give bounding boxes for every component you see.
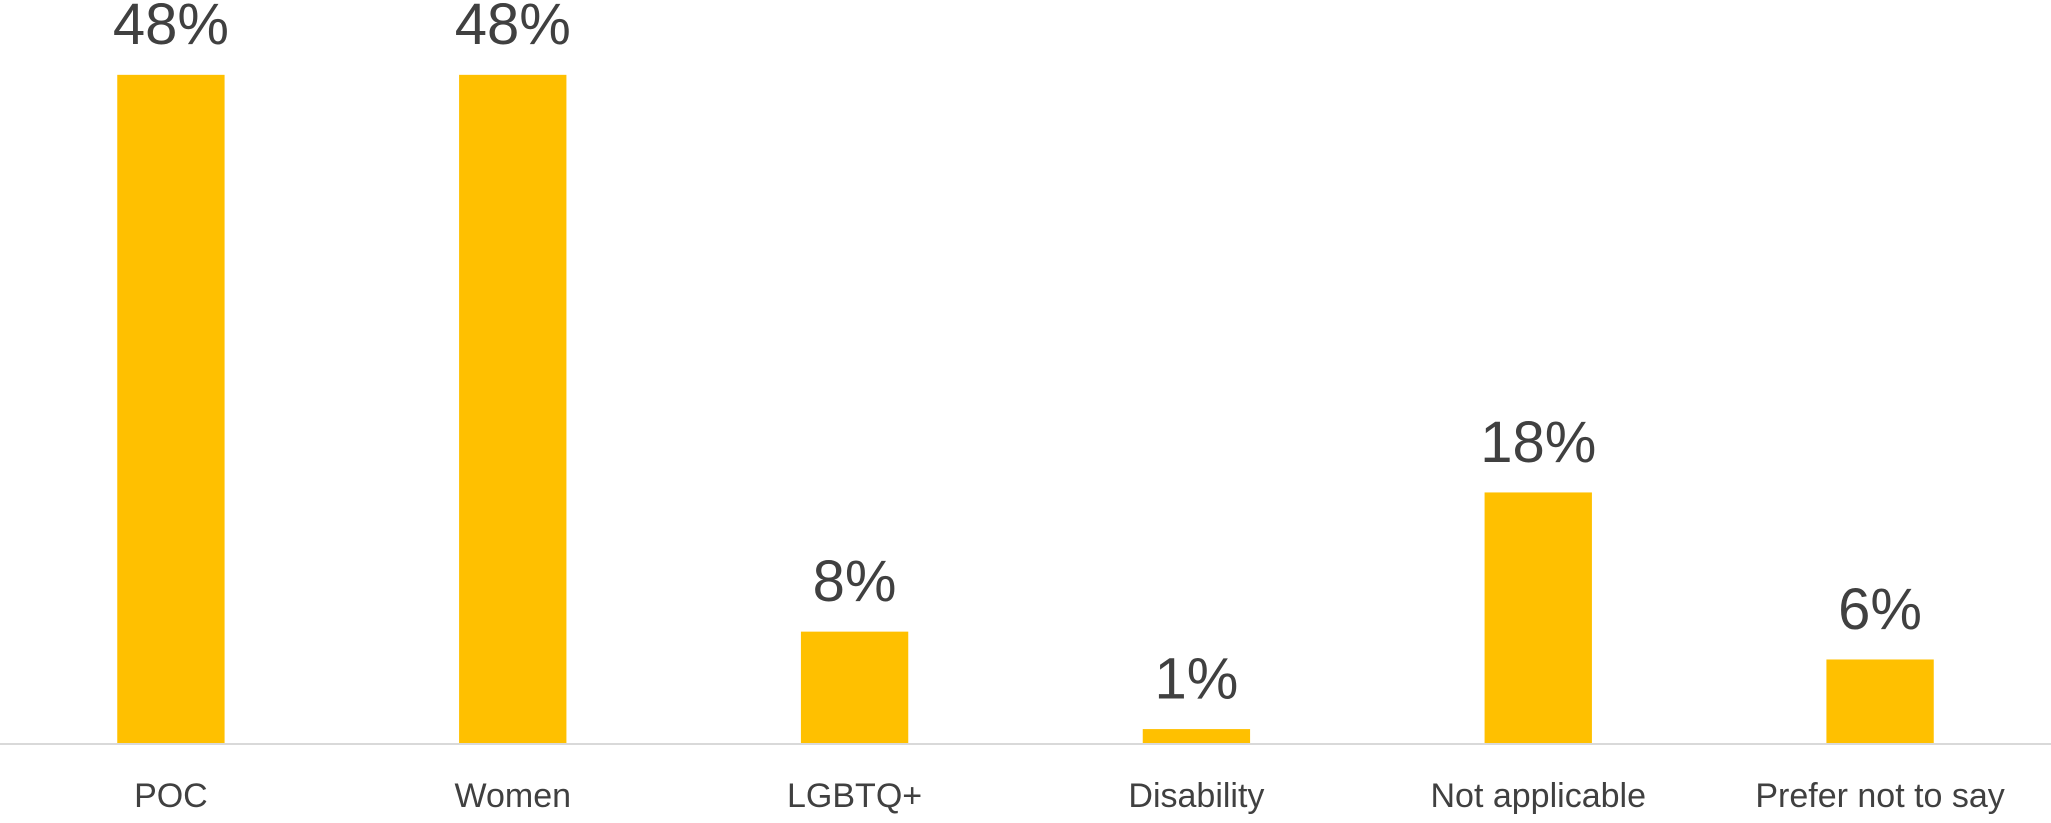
data-label: 48% bbox=[113, 0, 229, 57]
x-tick-label: Women bbox=[454, 777, 571, 815]
bar bbox=[1826, 659, 1934, 743]
x-tick-label: POC bbox=[134, 777, 208, 815]
data-label: 8% bbox=[813, 549, 897, 614]
bar bbox=[117, 74, 225, 744]
data-label: 6% bbox=[1838, 577, 1922, 642]
x-tick-label: Prefer not to say bbox=[1755, 777, 2004, 815]
data-label: 48% bbox=[455, 0, 571, 57]
data-label: 1% bbox=[1155, 646, 1239, 711]
bar bbox=[1142, 729, 1251, 743]
bar bbox=[1484, 492, 1592, 743]
data-label: 18% bbox=[1480, 410, 1596, 475]
x-tick-label: Disability bbox=[1128, 777, 1264, 815]
x-tick-label: LGBTQ+ bbox=[787, 777, 922, 815]
bar bbox=[459, 74, 567, 744]
x-tick-label: Not applicable bbox=[1431, 777, 1646, 815]
bar bbox=[800, 631, 909, 743]
